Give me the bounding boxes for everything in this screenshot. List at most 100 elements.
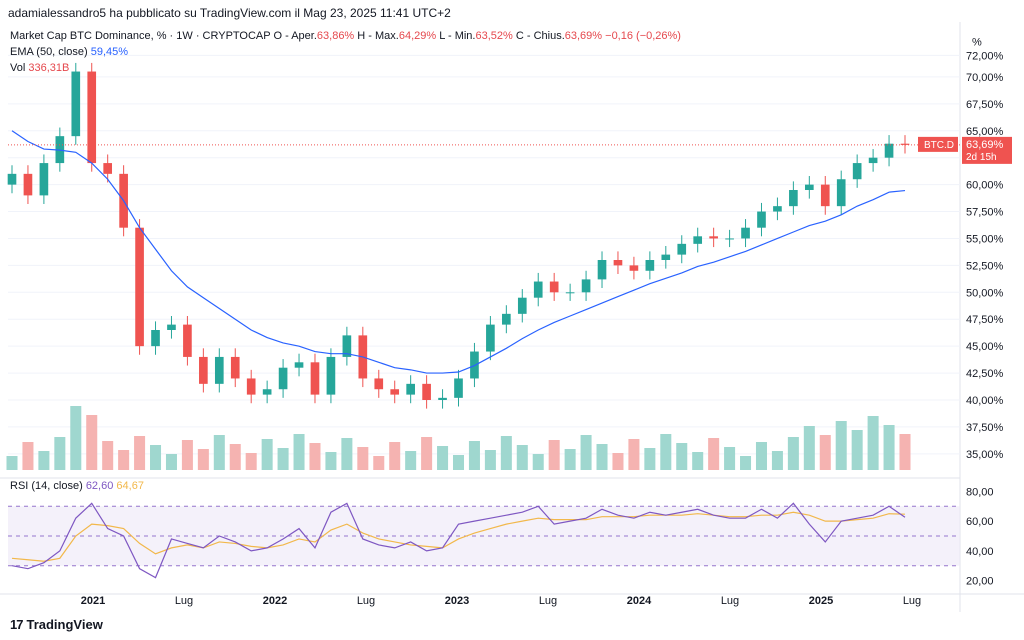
time-tick-label: 2025 — [809, 595, 833, 607]
low-label: L - Min. — [439, 30, 476, 42]
time-tick-label: 2024 — [627, 595, 652, 607]
candle-body — [597, 260, 607, 280]
volume-bar — [676, 443, 688, 470]
volume-bar — [357, 447, 369, 470]
candle-body — [725, 238, 734, 240]
change-value: −0,16 (−0,26%) — [605, 30, 681, 42]
price-tick-label: 55,00% — [966, 233, 1004, 245]
volume-bar — [373, 456, 385, 470]
volume-bar — [500, 436, 512, 470]
volume-bar — [692, 452, 704, 470]
price-tick-label: 72,00% — [966, 50, 1004, 62]
rsi-tick-label: 20,00 — [966, 576, 994, 588]
volume-bar — [644, 448, 656, 470]
price-tick-label: 67,50% — [966, 99, 1004, 111]
candle-body — [581, 279, 591, 293]
volume-bar — [484, 450, 496, 470]
volume-bar — [86, 415, 98, 470]
rsi-tick-label: 80,00 — [966, 486, 994, 498]
ema-value: 59,45% — [90, 46, 129, 58]
volume-bar — [134, 436, 146, 470]
volume-bar — [564, 449, 576, 470]
volume-bar — [516, 445, 528, 470]
volume-bar — [421, 437, 433, 470]
rsi-legend[interactable]: RSI (14, close) 62,60 64,67 — [10, 480, 144, 492]
price-tick-label: 57,50% — [966, 207, 1004, 219]
candle-body — [214, 356, 224, 384]
volume-bar — [150, 445, 162, 470]
candle-body — [71, 71, 81, 137]
close-label: C - Chius. — [515, 30, 565, 42]
volume-bar — [708, 438, 720, 470]
candle-body — [757, 211, 766, 228]
candle-body — [262, 389, 272, 395]
candle-body — [804, 184, 814, 190]
time-tick-label: 2021 — [81, 595, 105, 607]
open-label: O - Aper. — [273, 30, 317, 42]
rsi-tick-label: 40,00 — [966, 546, 994, 558]
volume-bar — [628, 439, 640, 470]
volume-bar — [468, 441, 480, 470]
volume-bar — [724, 447, 736, 470]
price-tick-label: 35,00% — [966, 449, 1004, 461]
volume-bar — [740, 456, 752, 470]
volume-bar — [819, 435, 831, 470]
candle-body — [789, 190, 798, 207]
candle-body — [613, 260, 623, 266]
price-chart[interactable]: 72,00%70,00%67,50%65,00%62,50%60,00%57,5… — [0, 22, 1024, 640]
volume-bar — [213, 435, 225, 470]
candle-body — [326, 356, 336, 395]
tradingview-logo[interactable]: 17 TradingView — [10, 617, 103, 632]
candle-body — [7, 173, 17, 185]
ema-legend[interactable]: EMA (50, close) 59,45% — [10, 46, 128, 58]
price-tick-label: 37,50% — [966, 422, 1004, 434]
tradingview-logo-icon: 17 — [10, 617, 24, 632]
candle-body — [549, 281, 559, 293]
price-tick-label: 52,50% — [966, 260, 1004, 272]
volume-legend[interactable]: Vol 336,31B — [10, 62, 69, 74]
candle-body — [645, 260, 655, 271]
candle-body — [199, 356, 208, 384]
volume-bar — [102, 441, 114, 470]
volume-bar — [197, 449, 209, 470]
rsi-tick-label: 60,00 — [966, 516, 994, 528]
candle-body — [278, 367, 288, 390]
volume-bar — [771, 451, 783, 470]
price-tick-label: 47,50% — [966, 314, 1004, 326]
volume-bar — [325, 452, 337, 470]
price-unit-label: % — [972, 36, 982, 48]
time-tick-label: Lug — [175, 595, 193, 607]
high-label: H - Max. — [357, 30, 399, 42]
time-tick-label: 2023 — [445, 595, 469, 607]
candle-body — [773, 206, 782, 212]
volume-bar — [309, 443, 321, 470]
candle-body — [135, 227, 144, 347]
time-tick-label: 2022 — [263, 595, 287, 607]
time-tick-label: Lug — [357, 595, 375, 607]
volume-bar — [835, 421, 847, 470]
volume-bar — [389, 442, 401, 470]
candle-body — [151, 330, 160, 347]
volume-bar — [261, 439, 273, 470]
price-tick-label: 42,50% — [966, 368, 1004, 380]
symbol-tag — [918, 136, 958, 152]
volume-bar — [245, 453, 257, 470]
candle-body — [629, 265, 639, 271]
rsi-line — [11, 502, 906, 579]
candle-body — [486, 324, 495, 352]
volume-bar — [118, 450, 130, 470]
candle-body — [693, 236, 703, 244]
volume-bar — [787, 437, 799, 470]
candle-body — [310, 362, 320, 395]
candle-body — [246, 378, 256, 395]
volume-bar — [755, 442, 767, 470]
price-tag-value: 63,69% — [966, 139, 1004, 151]
candle-body — [741, 227, 750, 239]
logo-text: TradingView — [26, 617, 103, 632]
ema-line — [11, 130, 906, 374]
volume-bar — [803, 426, 815, 470]
volume-bar — [596, 444, 608, 470]
volume-bar — [6, 456, 18, 470]
volume-bar — [851, 430, 863, 470]
time-tick-label: Lug — [539, 595, 557, 607]
